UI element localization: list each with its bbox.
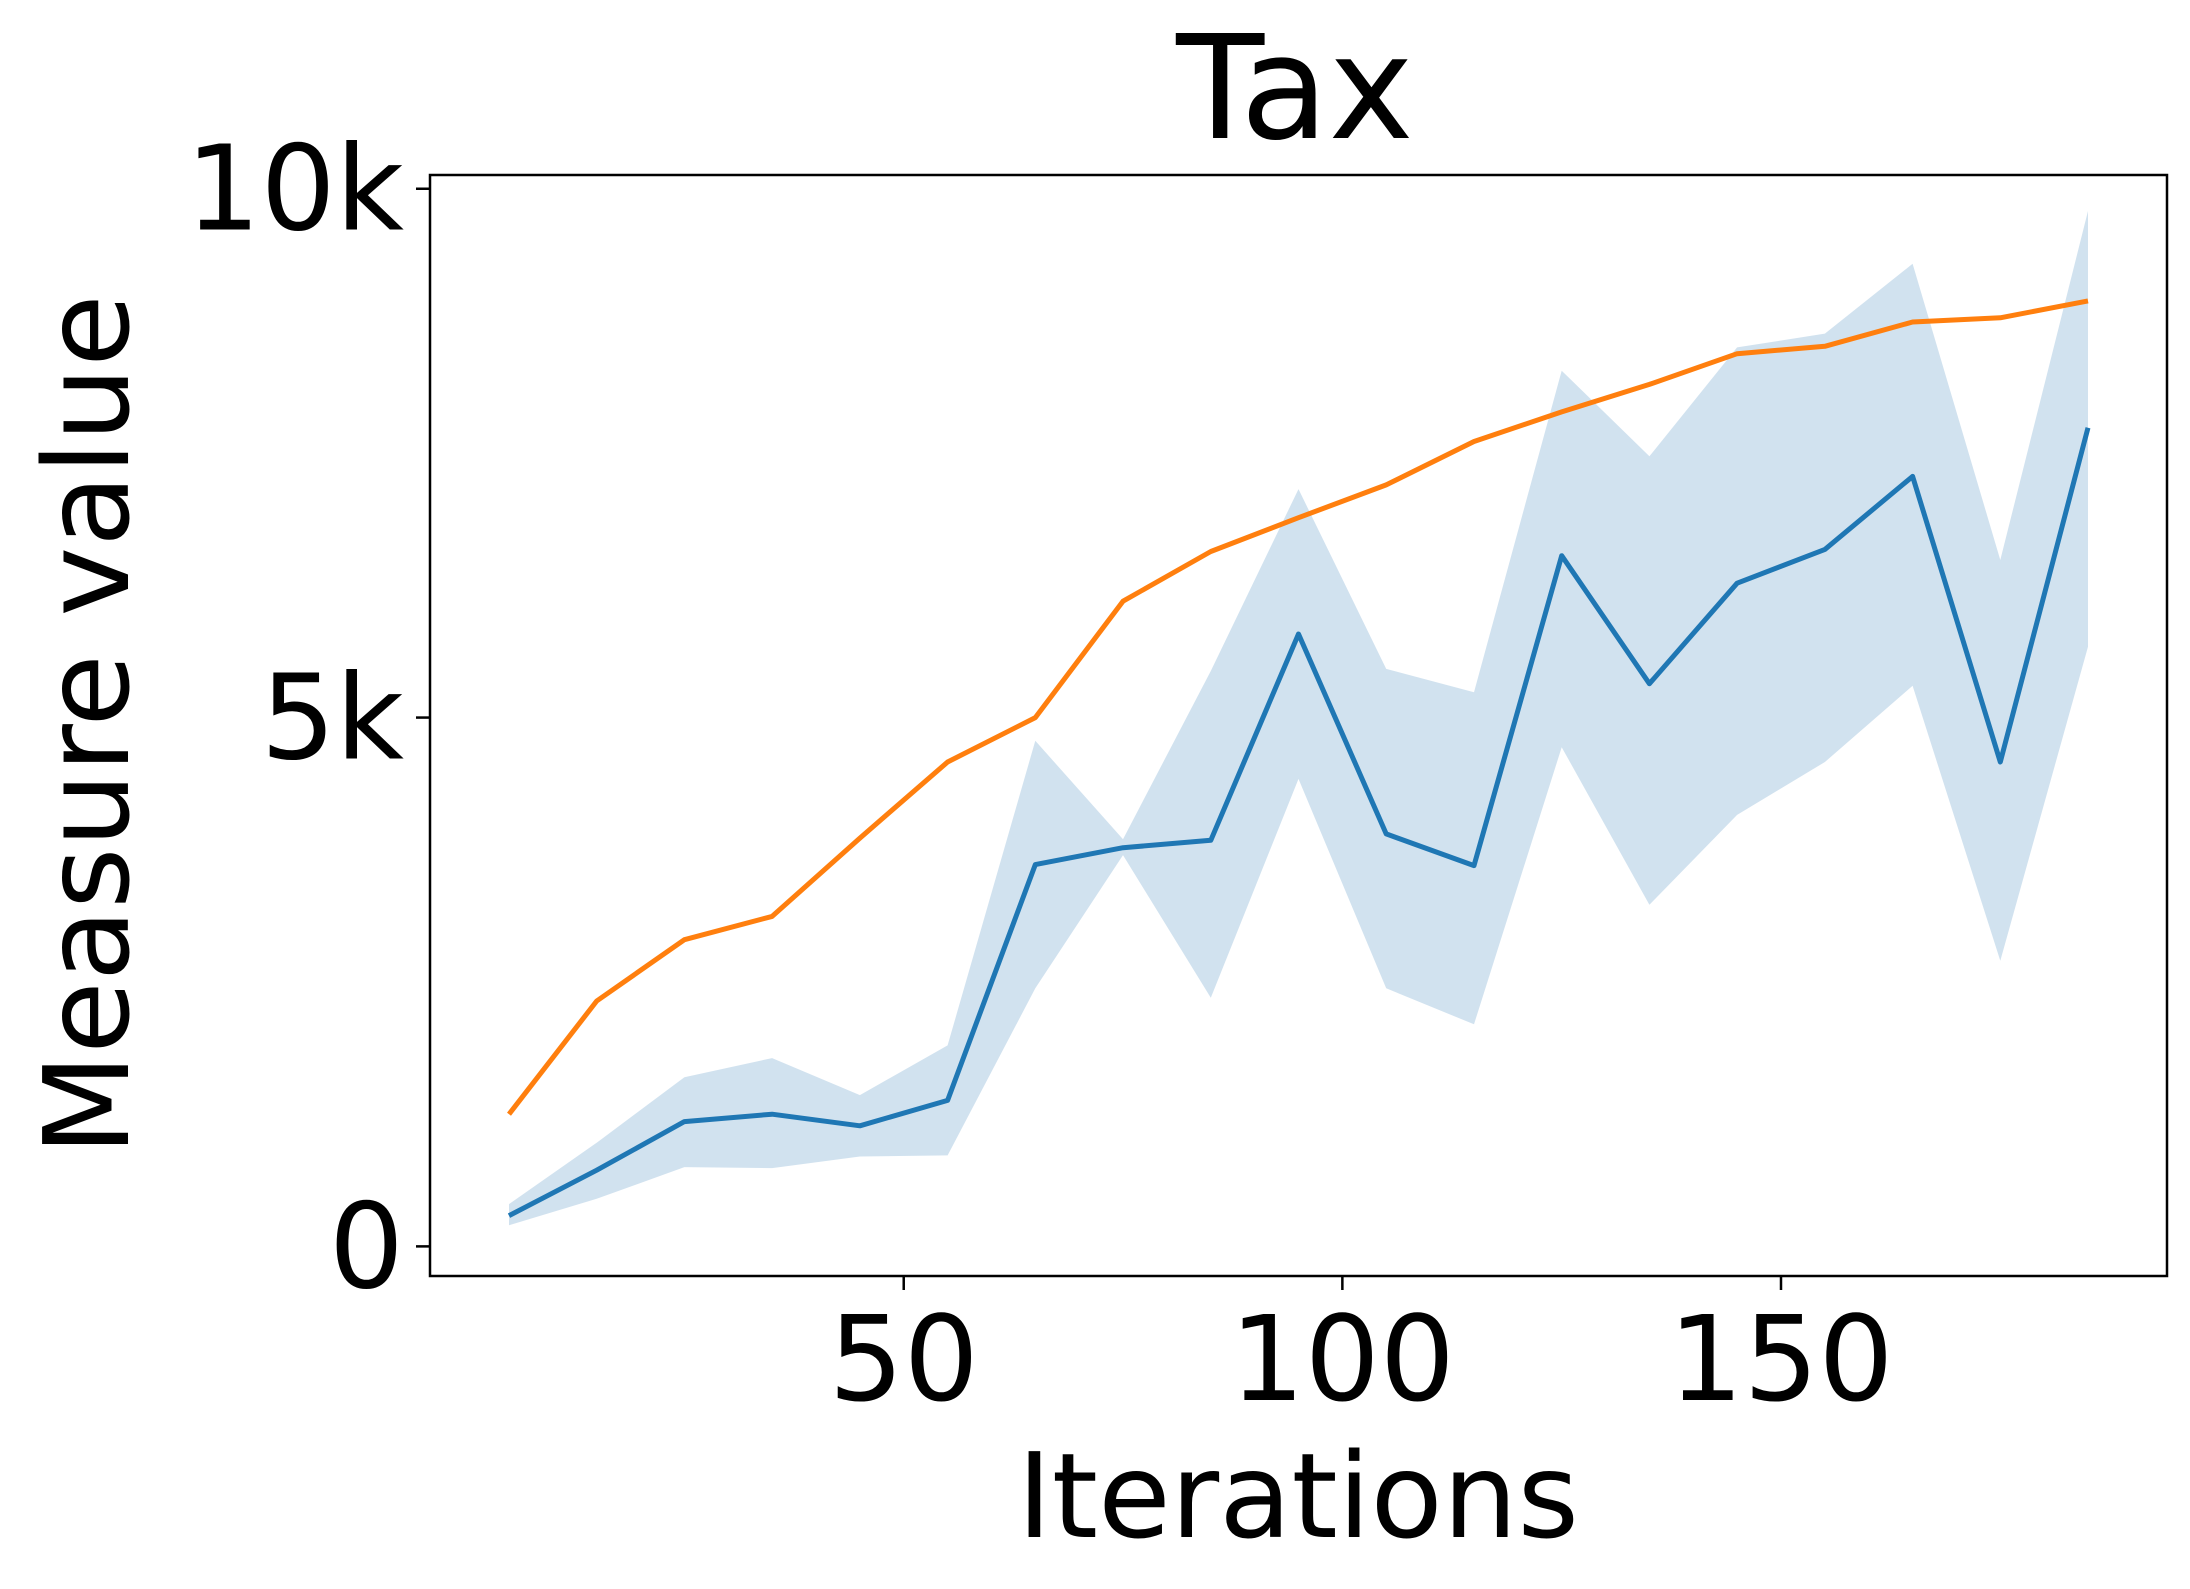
x-axis-label: Iterations [1017,1427,1579,1565]
x-axis: 50 100 150 [829,1276,1894,1428]
series-lines [507,298,2091,1218]
y-axis: 0 5k 10k [186,120,430,1315]
x-tick-label: 100 [1230,1290,1455,1428]
x-tick-label: 150 [1668,1290,1893,1428]
confidence-bands [509,211,2088,1226]
y-tick-label: 0 [329,1177,404,1315]
y-tick-label: 5k [261,649,404,787]
plot-frame [428,173,2169,1278]
y-axis-label: Measure value [18,294,156,1155]
series-1-line [507,298,2089,1116]
chart-title: Tax [1175,4,1414,172]
y-tick-label: 10k [186,120,404,258]
x-tick-label: 50 [829,1290,979,1428]
series-2-line [507,427,2091,1218]
series-2-band [509,211,2088,1226]
